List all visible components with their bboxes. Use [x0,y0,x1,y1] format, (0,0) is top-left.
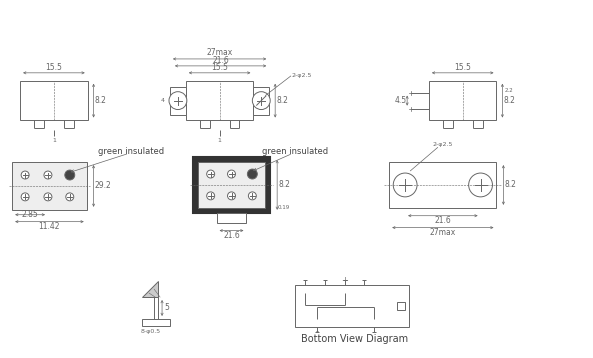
Text: Bottom View Diagram: Bottom View Diagram [301,334,408,344]
Text: 8.2: 8.2 [505,180,517,189]
Text: 15.5: 15.5 [46,63,62,72]
Text: 29.2: 29.2 [94,182,111,190]
Bar [170,87,186,115]
Text: 2-φ2.5: 2-φ2.5 [291,73,311,78]
Bar [12,162,87,210]
Bar [429,81,496,120]
Bar [193,157,270,213]
Text: 0.19: 0.19 [278,205,290,210]
Text: 2.2: 2.2 [505,88,514,93]
Bar [389,162,496,208]
Circle shape [393,173,417,197]
Bar [198,162,265,208]
Bar [295,285,409,327]
Text: 27max: 27max [430,228,456,237]
Circle shape [207,170,215,178]
Text: 8.2: 8.2 [503,96,515,105]
Bar [186,81,253,120]
Bar [253,87,269,115]
Text: 1: 1 [218,138,222,143]
Circle shape [253,92,270,110]
Text: 2.85: 2.85 [22,210,39,219]
Text: 8-φ0.5: 8-φ0.5 [141,329,161,334]
Text: 27max: 27max [206,48,232,58]
Text: 15.5: 15.5 [454,63,471,72]
Circle shape [169,92,187,110]
Text: 8.2: 8.2 [95,96,107,105]
Text: -: - [315,327,318,336]
Circle shape [248,192,256,200]
Text: 21.6: 21.6 [435,216,451,225]
Circle shape [21,171,29,179]
Circle shape [66,193,74,201]
Text: 11.42: 11.42 [39,222,60,231]
Polygon shape [142,281,158,297]
Circle shape [247,169,257,179]
Text: 5: 5 [165,304,170,313]
Bar [154,297,158,319]
Text: 1: 1 [52,138,56,143]
Bar [142,319,170,326]
Circle shape [65,170,75,180]
Text: 8.2: 8.2 [276,96,288,105]
Text: 15.5: 15.5 [211,63,228,72]
Text: 4.5: 4.5 [395,96,407,105]
Text: green insulated: green insulated [98,147,164,156]
Bar [216,213,247,223]
Text: 4: 4 [161,98,165,103]
Text: 2-φ2.5: 2-φ2.5 [433,142,453,147]
Text: 21.6: 21.6 [212,57,229,66]
Text: 8.2: 8.2 [278,180,290,189]
Circle shape [468,173,492,197]
Circle shape [228,192,235,200]
Bar [397,302,405,310]
Circle shape [44,193,52,201]
Circle shape [207,192,215,200]
Circle shape [21,193,29,201]
Bar [20,81,88,120]
Text: green insulated: green insulated [262,147,328,156]
Text: 21.6: 21.6 [223,231,240,240]
Circle shape [44,171,52,179]
Text: +: + [341,276,348,285]
Circle shape [228,170,235,178]
